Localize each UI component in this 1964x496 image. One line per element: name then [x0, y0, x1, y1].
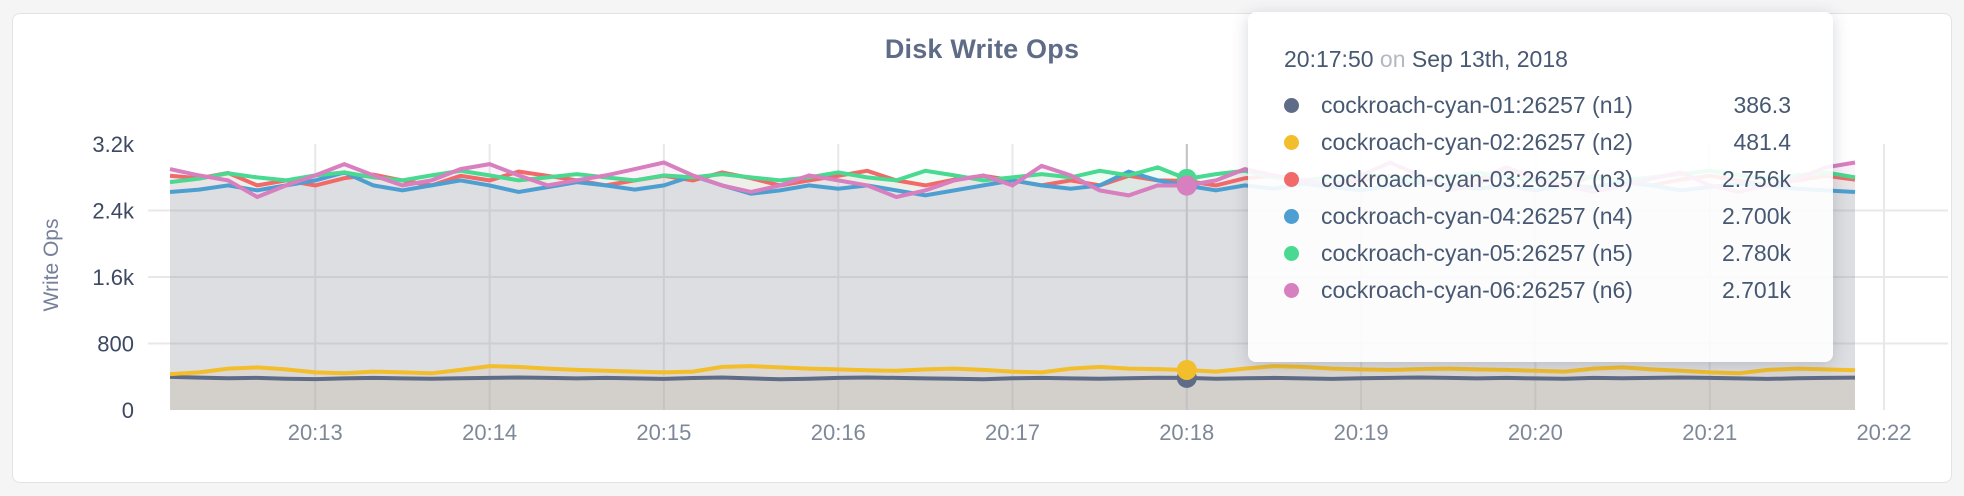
series-value: 2.756k	[1721, 166, 1791, 192]
tooltip-rows: cockroach-cyan-01:26257 (n1) 386.3 cockroa…	[1284, 87, 1791, 309]
y-tick-label: 2.4k	[92, 199, 135, 224]
series-color-dot	[1284, 98, 1299, 113]
tooltip-series-row: cockroach-cyan-06:26257 (n6) 2.701k	[1284, 272, 1791, 309]
series-color-dot	[1284, 209, 1299, 224]
series-label: cockroach-cyan-03:26257 (n3)	[1321, 166, 1633, 192]
series-value: 386.3	[1733, 92, 1791, 118]
series-color-dot	[1284, 246, 1299, 261]
tooltip-series-row: cockroach-cyan-03:26257 (n3) 2.756k	[1284, 161, 1791, 198]
series-color-dot	[1284, 283, 1299, 298]
chart-tooltip: 20:17:50 on Sep 13th, 2018 cockroach-cya…	[1248, 12, 1833, 362]
series-label: cockroach-cyan-06:26257 (n6)	[1321, 277, 1633, 303]
y-tick-label: 3.2k	[92, 132, 135, 157]
series-value: 481.4	[1733, 129, 1791, 155]
x-tick-label: 20:17	[985, 420, 1040, 445]
series-area-1	[170, 376, 1855, 410]
x-tick-label: 20:14	[462, 420, 517, 445]
series-label: cockroach-cyan-02:26257 (n2)	[1321, 129, 1633, 155]
y-tick-label: 800	[97, 332, 134, 357]
x-tick-label: 20:18	[1159, 420, 1214, 445]
x-tick-label: 20:15	[636, 420, 691, 445]
series-line-2	[169, 364, 1856, 377]
chart-title: Disk Write Ops	[884, 34, 1080, 64]
series-color-dot	[1284, 135, 1299, 150]
series-line-1	[169, 374, 1856, 382]
hover-dot-6	[1176, 175, 1197, 196]
series-label: cockroach-cyan-01:26257 (n1)	[1321, 92, 1633, 118]
series-value: 2.700k	[1721, 203, 1791, 229]
hover-dot-2	[1176, 359, 1197, 380]
tooltip-time: 20:17:50	[1284, 46, 1374, 72]
tooltip-series-row: cockroach-cyan-02:26257 (n2) 481.4	[1284, 124, 1791, 161]
x-tick-label: 20:22	[1856, 420, 1911, 445]
y-tick-label: 0	[122, 398, 134, 423]
tooltip-series-row: cockroach-cyan-01:26257 (n1) 386.3	[1284, 87, 1791, 124]
tooltip-date: Sep 13th, 2018	[1411, 46, 1568, 72]
x-tick-label: 20:21	[1682, 420, 1737, 445]
tooltip-on: on	[1379, 46, 1406, 72]
series-value: 2.701k	[1721, 277, 1791, 303]
y-tick-label: 1.6k	[92, 265, 135, 290]
series-color-dot	[1284, 172, 1299, 187]
x-tick-label: 20:20	[1508, 420, 1563, 445]
x-tick-label: 20:13	[288, 420, 343, 445]
tooltip-series-row: cockroach-cyan-04:26257 (n4) 2.700k	[1284, 198, 1791, 235]
x-tick-label: 20:19	[1334, 420, 1389, 445]
x-tick-label: 20:16	[811, 420, 866, 445]
tooltip-series-row: cockroach-cyan-05:26257 (n5) 2.780k	[1284, 235, 1791, 272]
series-label: cockroach-cyan-05:26257 (n5)	[1321, 240, 1633, 266]
series-value: 2.780k	[1721, 240, 1791, 266]
tooltip-title: 20:17:50 on Sep 13th, 2018	[1284, 46, 1791, 73]
y-axis-label: Write Ops	[40, 218, 63, 312]
series-label: cockroach-cyan-04:26257 (n4)	[1321, 203, 1633, 229]
